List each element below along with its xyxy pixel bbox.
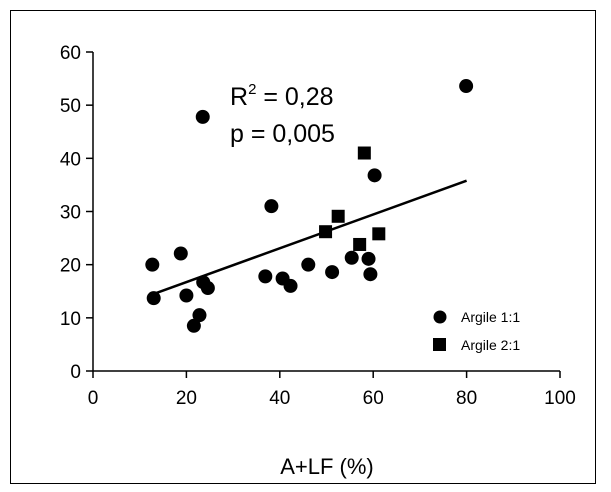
r-squared-annotation: R2 = 0,28	[230, 81, 334, 111]
x-tick-label: 40	[269, 388, 290, 409]
legend-label-argile-1-1: Argile 1:1	[461, 309, 520, 325]
data-point-circle	[283, 278, 298, 293]
legend-marker-argile-1-1	[433, 310, 447, 324]
trendline-layer	[153, 179, 468, 296]
data-point-circle	[186, 318, 201, 333]
data-point-circle	[301, 257, 316, 272]
data-point-circle	[173, 246, 188, 261]
legend: Argile 1:1 Argile 2:1	[433, 309, 520, 353]
data-point-circle	[146, 291, 161, 306]
data-point-square	[331, 209, 345, 223]
tick-labels: 0 10 20 30 40 50 60 0 20 40 60 80 100	[60, 43, 576, 409]
data-point-circle	[363, 267, 378, 282]
x-axis-title: A+LF (%)	[280, 454, 374, 479]
data-point-circle	[145, 257, 160, 272]
x-tick-label: 100	[544, 388, 576, 409]
axes	[86, 51, 561, 378]
x-tick-label: 0	[88, 388, 99, 409]
data-point-circle	[179, 288, 194, 303]
data-point-circle	[344, 250, 359, 265]
data-point-circle	[459, 79, 474, 94]
data-point-square	[372, 227, 386, 241]
y-tick-label: 60	[60, 43, 81, 64]
trendline	[153, 179, 468, 296]
data-point-circle	[264, 199, 279, 214]
legend-marker-argile-2-1	[433, 338, 446, 351]
y-tick-label: 0	[70, 362, 81, 383]
y-tick-label: 30	[60, 203, 81, 224]
data-points	[145, 79, 474, 333]
y-tick-label: 50	[60, 96, 81, 117]
data-point-circle	[361, 251, 376, 266]
data-point-square	[319, 225, 333, 239]
data-point-circle	[258, 269, 273, 284]
data-point-circle	[192, 308, 207, 323]
x-tick-label: 80	[456, 388, 477, 409]
p-value-annotation: p = 0,005	[230, 120, 335, 148]
data-point-circle	[325, 265, 340, 280]
y-tick-label: 40	[60, 149, 81, 170]
data-point-square	[357, 146, 371, 160]
x-tick-label: 20	[176, 388, 197, 409]
y-tick-label: 10	[60, 309, 81, 330]
data-point-square	[353, 237, 367, 251]
x-tick-label: 60	[363, 388, 384, 409]
data-point-circle	[200, 281, 215, 296]
data-point-circle	[367, 168, 382, 183]
chart-frame	[10, 10, 596, 484]
legend-label-argile-2-1: Argile 2:1	[461, 337, 520, 353]
y-tick-label: 20	[60, 256, 81, 277]
data-point-circle	[195, 109, 210, 124]
